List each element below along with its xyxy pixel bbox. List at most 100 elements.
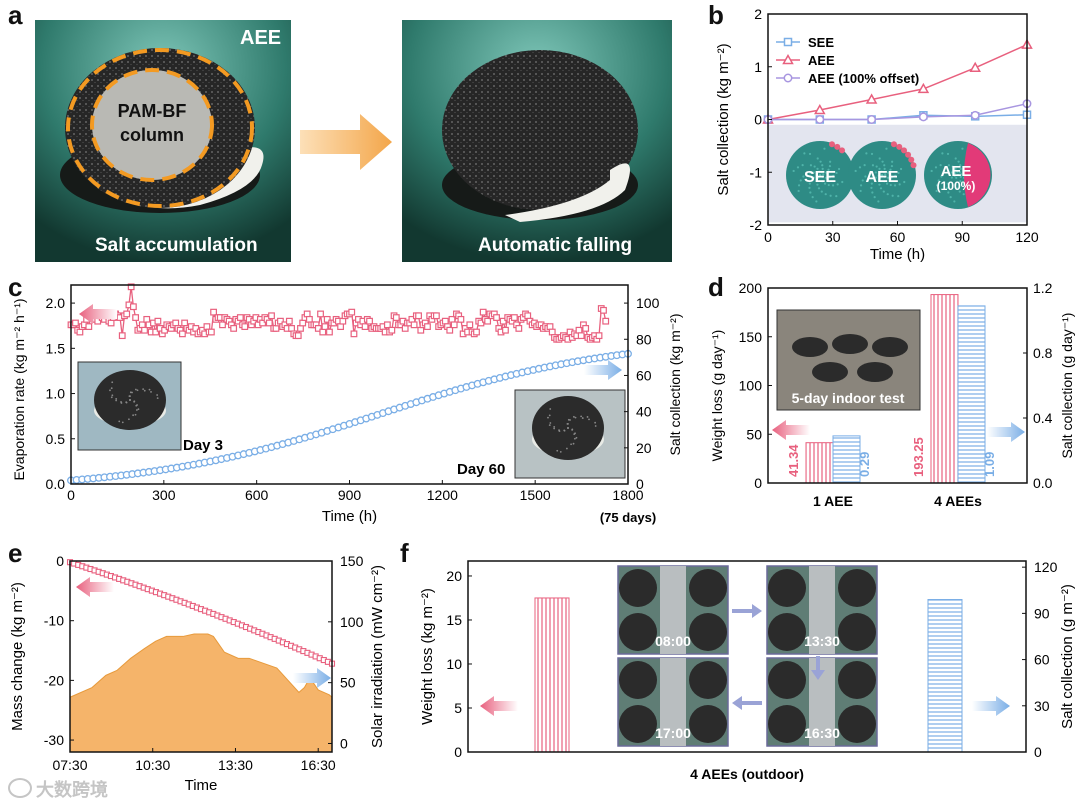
x-tick-label: 10:30 <box>135 757 170 773</box>
inset-day60-sample-speck <box>549 422 552 424</box>
particle-dot <box>935 189 938 193</box>
inset-sample <box>857 362 893 382</box>
right-axis-arrow-shape <box>972 696 1010 716</box>
evaporation-point <box>123 310 131 318</box>
inset-day60-sample-speck <box>558 429 560 431</box>
data-point <box>867 115 877 124</box>
evaporation-point <box>388 326 396 334</box>
evaporation-point <box>152 328 160 336</box>
inset-sample <box>689 705 727 743</box>
evaporation-point <box>600 306 607 314</box>
salt-crystal <box>839 147 846 154</box>
particle-dot <box>859 189 862 193</box>
panel-label-c: c <box>8 272 23 302</box>
bar-salt-collection <box>832 435 861 484</box>
inset-day60-sample-speck <box>571 429 573 431</box>
evaporation-point <box>510 314 518 321</box>
salt-crystal <box>896 143 903 150</box>
particle-dot <box>815 200 818 203</box>
inset-day3-sample-speck <box>115 399 118 402</box>
particle-dot <box>946 182 949 185</box>
particle-dot <box>836 183 839 186</box>
inset-day3-sample-speck <box>120 401 122 403</box>
evaporation-point <box>129 303 137 311</box>
inset-sample <box>689 569 727 607</box>
particle-dot <box>956 173 960 177</box>
evaporation-point <box>127 283 135 291</box>
x-tick-label: 0 <box>764 229 772 245</box>
y-tick-label-left: 0 <box>454 744 462 760</box>
inset-day60-sample-speck <box>559 450 562 453</box>
particle-dot <box>893 184 897 187</box>
bar-weight-loss <box>805 442 834 484</box>
inset-day3-sample-speck <box>156 397 159 400</box>
particle-dot <box>875 165 878 168</box>
particle-dot <box>874 171 877 174</box>
particle-dot <box>802 175 805 178</box>
inset-flow-arrow <box>732 604 762 618</box>
particle-dot <box>891 194 894 197</box>
particle-dot <box>957 160 960 163</box>
inset-day60-sample-speck <box>572 415 575 418</box>
particle-dot <box>858 166 862 169</box>
particle-dot <box>934 166 938 169</box>
particle-dot <box>831 184 835 187</box>
particle-dot <box>818 170 821 173</box>
evaporation-point <box>417 326 425 334</box>
particle-dot <box>801 163 804 167</box>
particle-dot <box>953 174 956 177</box>
y-tick-label-right: 90 <box>1034 605 1050 621</box>
particle-dot <box>880 170 883 173</box>
inset-sample <box>619 705 657 743</box>
particle-dot <box>821 167 824 170</box>
bar-label-weight-loss: 193.25 <box>911 437 926 477</box>
inset-day60-sample-speck <box>574 416 577 419</box>
category-label: 1 AEE <box>813 493 853 509</box>
right-axis-arrow-shape <box>584 360 622 380</box>
evaporation-point <box>241 323 249 331</box>
particle-dot <box>887 171 890 174</box>
bar-salt-collection <box>927 599 963 753</box>
particle-dot <box>823 147 826 150</box>
panel-label-b: b <box>708 0 724 30</box>
aee-photo-tag: AEE <box>240 27 281 49</box>
particle-dot <box>873 196 876 199</box>
evaporation-point <box>154 317 162 325</box>
watermark-icon <box>8 778 32 798</box>
particle-dot <box>811 196 814 199</box>
evaporation-point <box>595 332 603 340</box>
inset-day3-sample-speck <box>118 420 121 423</box>
evaporation-point <box>268 312 275 320</box>
watermark-text: 大数跨境 <box>36 780 108 800</box>
salt-crystal <box>908 156 915 163</box>
inset-day3-sample-speck <box>134 388 137 391</box>
y-tick-label-right: 0 <box>340 735 348 751</box>
data-point <box>865 93 878 104</box>
particle-dot <box>878 157 881 160</box>
particle-dot <box>890 176 893 179</box>
inset-sample <box>689 613 727 651</box>
panel-c: c Day 3 Day 60 0 300 600 900 1200 1500 1800 0.0 0.… <box>0 272 700 530</box>
evaporation-point <box>424 323 431 331</box>
evaporation-point <box>548 328 556 336</box>
particle-dot <box>891 160 894 163</box>
inset-indoor-photo <box>776 309 921 411</box>
salt-crystal <box>828 141 835 148</box>
evaporation-point <box>272 325 280 332</box>
salt-crystal <box>901 147 908 154</box>
inset-day3-sample-speck <box>148 388 151 391</box>
particle-dot <box>809 171 812 174</box>
inset-day60-sample-speck <box>572 442 575 445</box>
bar-label-weight-loss: 41.34 <box>786 444 801 477</box>
automatic-falling-caption: Automatic falling <box>478 235 632 256</box>
x-tick-label: 120 <box>1015 229 1039 245</box>
particle-dot <box>871 164 875 167</box>
particle-dot <box>835 171 838 175</box>
evaporation-point <box>172 319 180 327</box>
panel-a: a AEE PAM-BF column Salt accumulation <box>0 0 700 270</box>
salt-accumulation-caption: Salt accumulation <box>95 235 258 256</box>
inset-day3-sample-speck <box>132 414 135 417</box>
panel-f: f 08:00 13:30 17:00 16:30 0 5 10 15 20 0 30 60 90 120… <box>400 538 1080 805</box>
inset-day60-sample-speck <box>586 416 589 418</box>
evaporation-point <box>118 332 126 340</box>
